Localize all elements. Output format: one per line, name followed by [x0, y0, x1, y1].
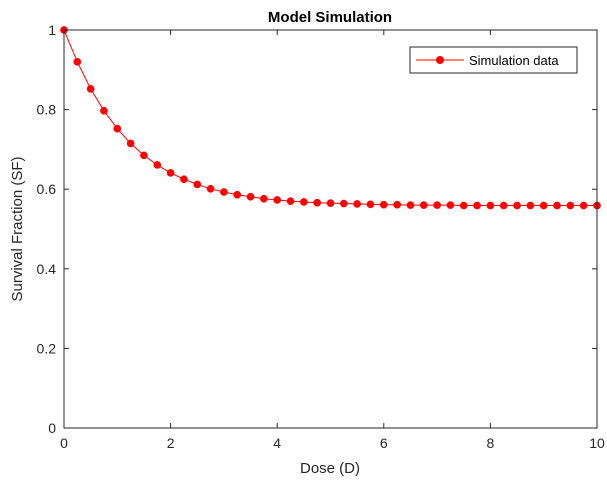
- data-point: [166, 169, 175, 177]
- legend-marker: [436, 56, 444, 64]
- data-point: [339, 199, 348, 208]
- plot-area: [64, 30, 597, 428]
- data-point: [126, 139, 135, 148]
- data-point: [366, 200, 375, 209]
- data-point: [273, 196, 282, 204]
- data-point: [220, 188, 228, 196]
- x-tick-label: 8: [487, 435, 495, 451]
- x-tick-label: 10: [589, 435, 605, 451]
- data-point: [193, 180, 202, 189]
- x-tick-label: 0: [60, 435, 68, 451]
- data-point: [419, 201, 428, 209]
- data-point: [446, 201, 455, 209]
- y-tick-label: 0.8: [37, 102, 57, 118]
- data-point: [526, 201, 535, 210]
- data-point: [313, 198, 322, 207]
- y-tick-label: 0.4: [37, 261, 57, 277]
- x-axis-label: Dose (D): [300, 460, 360, 477]
- data-point: [473, 201, 481, 210]
- data-point: [326, 199, 335, 207]
- x-tick-label: 6: [380, 435, 388, 451]
- data-point: [566, 201, 575, 210]
- y-tick-label: 1: [48, 22, 56, 38]
- data-point: [393, 200, 401, 209]
- data-point: [180, 175, 188, 184]
- data-point: [140, 151, 148, 160]
- data-point: [300, 198, 308, 206]
- data-point: [553, 201, 561, 210]
- y-tick-label: 0.6: [37, 181, 57, 197]
- data-point: [406, 201, 415, 209]
- data-point: [286, 197, 295, 205]
- chart-title: Model Simulation: [268, 9, 392, 26]
- y-axis-label: Survival Fraction (SF): [9, 156, 26, 301]
- plot-frame: [63, 29, 598, 429]
- x-tick-label: 2: [167, 435, 175, 451]
- data-point: [246, 192, 255, 201]
- data-point: [486, 201, 495, 210]
- data-point: [459, 201, 468, 210]
- data-point: [73, 57, 82, 66]
- data-point: [113, 124, 122, 133]
- series-layer: [60, 26, 601, 210]
- data-point: [206, 184, 215, 193]
- data-point: [100, 106, 108, 115]
- data-point: [579, 201, 588, 210]
- data-point: [86, 85, 95, 93]
- data-point: [260, 194, 268, 203]
- x-tick-label: 4: [273, 435, 281, 451]
- data-point: [513, 201, 521, 210]
- y-tick-label: 0: [48, 420, 56, 436]
- data-point: [153, 161, 162, 169]
- data-point: [353, 200, 361, 208]
- data-point: [499, 201, 508, 210]
- y-tick-label: 0.2: [37, 340, 57, 356]
- data-point: [233, 190, 242, 199]
- data-point: [539, 201, 548, 210]
- ticks-layer: 0 2 4 6 8 10 0 0.2 0.4 0.6 0.8 1: [37, 22, 605, 451]
- legend-label: Simulation data: [469, 53, 559, 68]
- data-point: [379, 200, 388, 209]
- legend: Simulation data: [409, 46, 578, 74]
- data-point: [433, 201, 441, 209]
